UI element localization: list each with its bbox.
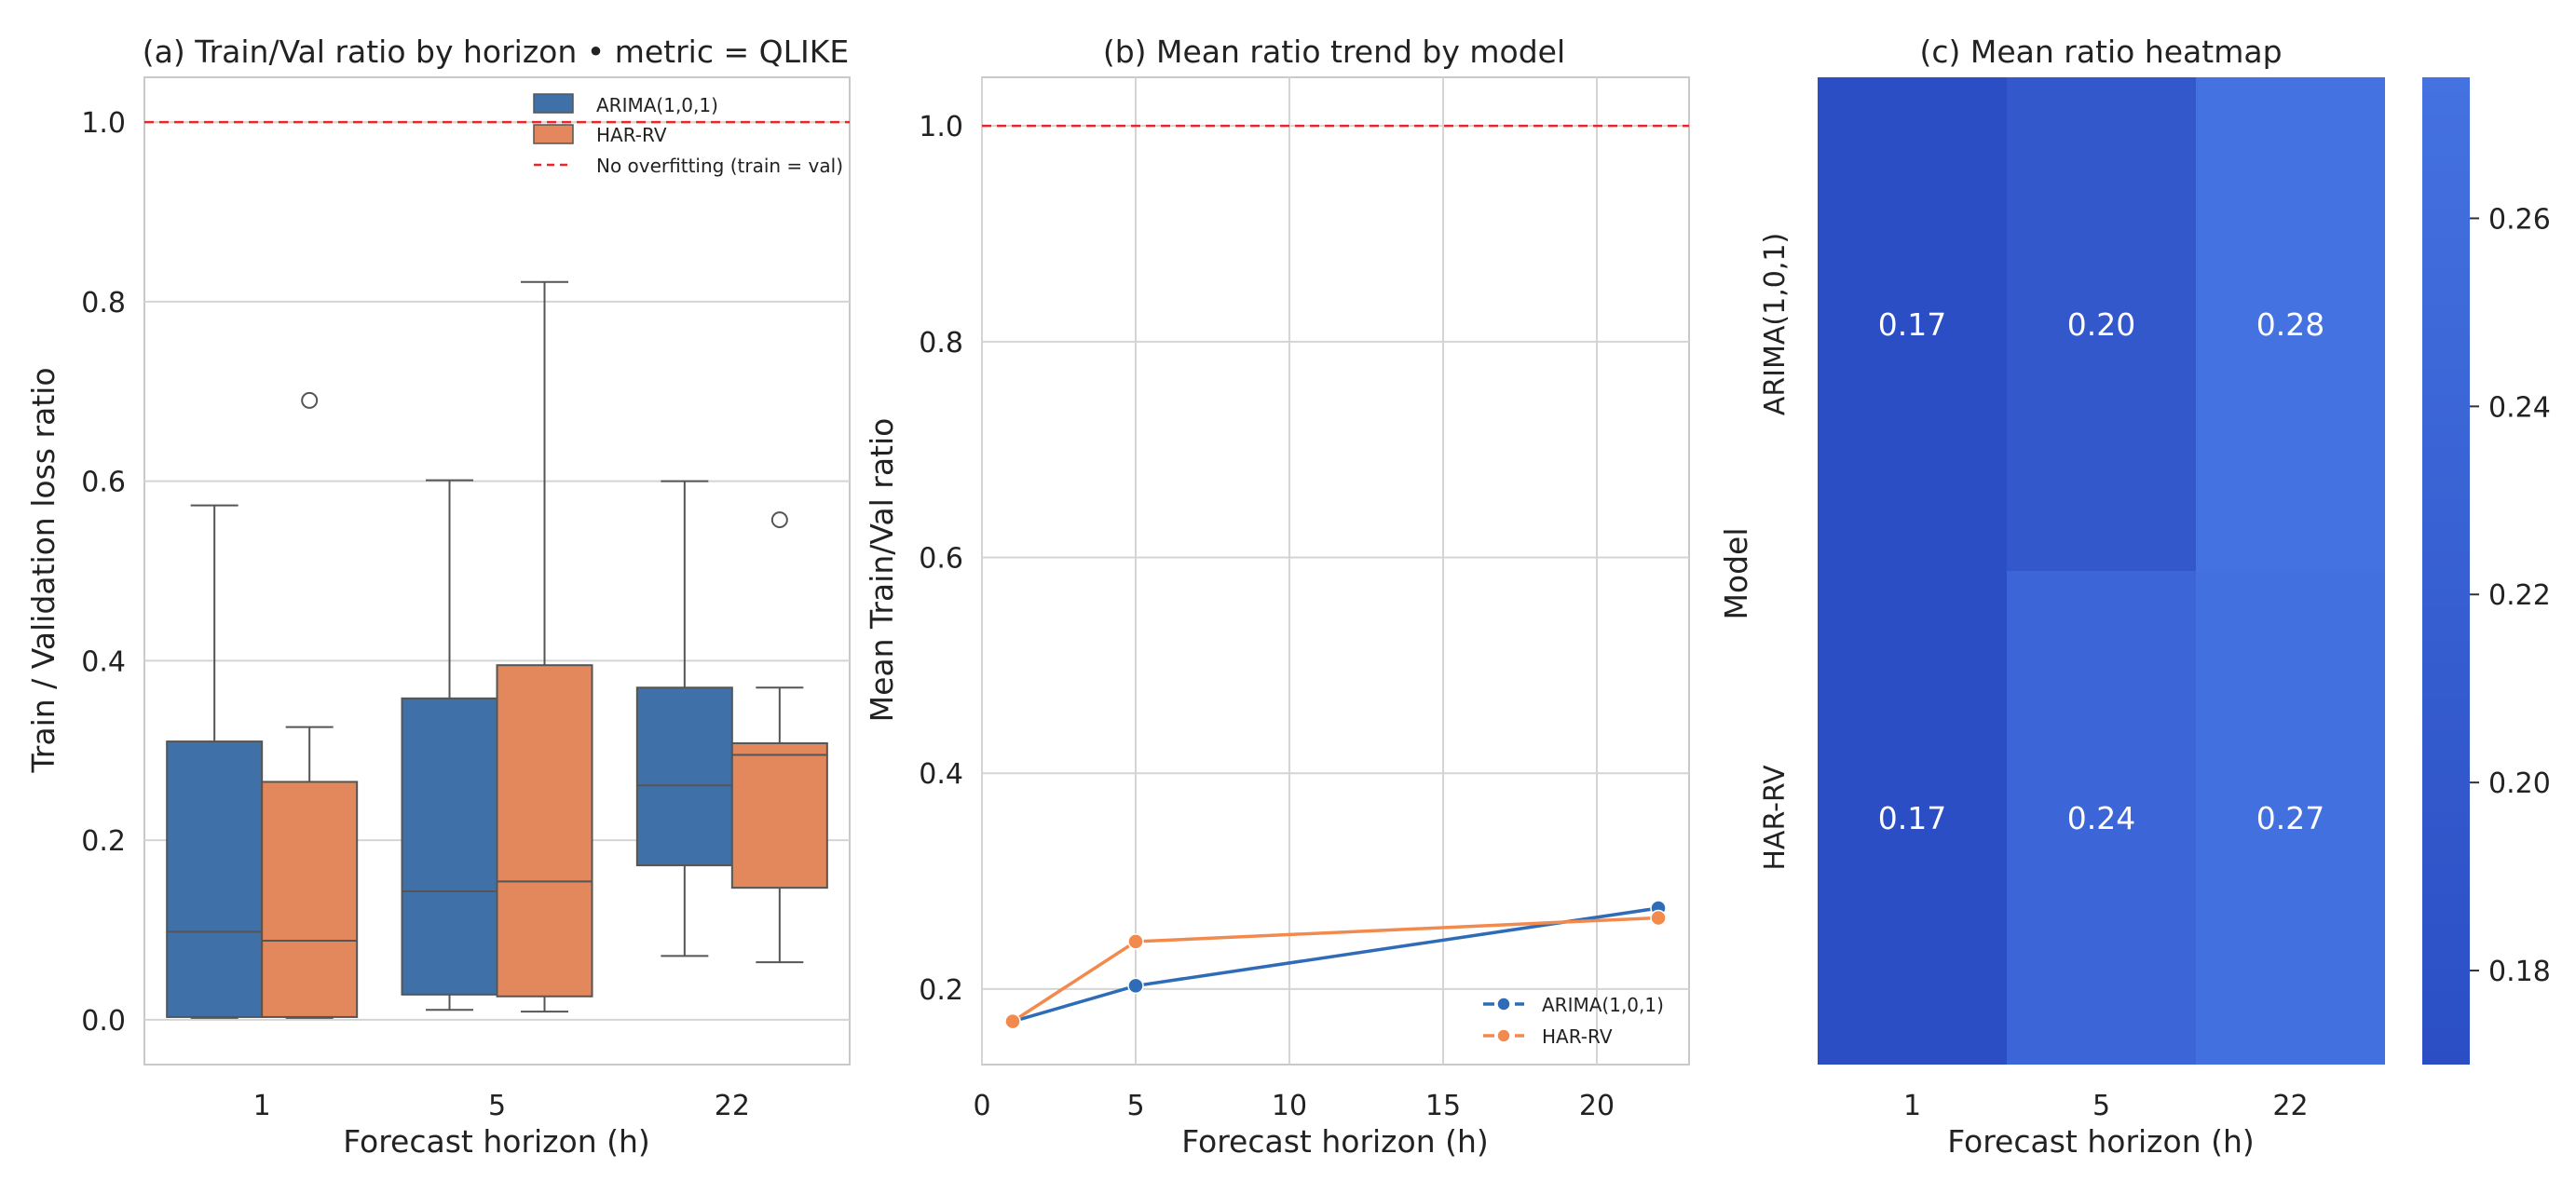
panel-a-title: (a) Train/Val ratio by horizon • metric …	[143, 34, 849, 70]
heatmap-cell	[2007, 77, 2196, 571]
box-iqr	[261, 781, 359, 1018]
box-har	[730, 511, 828, 964]
heatmap-cell	[2196, 77, 2385, 571]
panel-b-plot-area	[981, 76, 1690, 1066]
x-tick-label: 1	[253, 1090, 271, 1122]
y-tick-label: 1.0	[919, 111, 963, 143]
x-tick-label: 5	[1126, 1090, 1144, 1122]
legend-swatch-arima	[533, 93, 574, 114]
panel-b-series	[1004, 900, 1667, 1030]
panel-a-x-ticks: 1 5 22	[253, 1090, 750, 1122]
heatmap-cell-label: 0.17	[1878, 800, 1946, 836]
x-tick-label: 10	[1272, 1090, 1307, 1122]
heatmap-cell	[1818, 77, 2007, 571]
y-tick-label: HAR-RV	[1759, 765, 1792, 871]
x-tick-label: 22	[715, 1090, 750, 1122]
panel-c-heatmap: (c) Mean ratio heatmap 0.17 0.20 0.280.17 0…	[1718, 34, 2551, 1160]
x-tick-label: 22	[2272, 1090, 2308, 1122]
legend-label-reference: No overfitting (train = val)	[596, 155, 843, 177]
x-tick-label: 5	[488, 1090, 506, 1122]
box-iqr	[635, 686, 733, 867]
legend-swatch-har	[533, 124, 574, 144]
box-arima	[635, 480, 733, 957]
colorbar-tick-label: 0.24	[2488, 391, 2551, 424]
panel-b-x-ticks: 0 5 10 15 20	[973, 1090, 1615, 1122]
box-iqr	[166, 740, 264, 1018]
box-iqr	[496, 664, 593, 998]
panel-a-boxplot: (a) Train/Val ratio by horizon • metric …	[25, 34, 851, 1160]
panel-b-title: (b) Mean ratio trend by model	[1103, 34, 1565, 70]
panel-c-ylabel: Model	[1718, 527, 1754, 619]
panel-c-cells: 0.17 0.20 0.28 0.17 0.24 0.27	[1818, 77, 2385, 1065]
panel-b-y-ticks: 0.2 0.4 0.6 0.8 1.0	[919, 111, 963, 1007]
y-tick-label: 0.2	[81, 825, 126, 858]
colorbar	[2422, 77, 2470, 1065]
series-point-har	[1004, 1012, 1021, 1030]
heatmap-cell	[2007, 571, 2196, 1065]
panel-c-title: (c) Mean ratio heatmap	[1919, 34, 2282, 70]
heatmap-cell	[2196, 571, 2385, 1065]
colorbar-tick-label: 0.18	[2488, 956, 2551, 988]
panel-a-boxes	[166, 280, 828, 1019]
series-point-har	[1650, 909, 1667, 927]
panel-c-x-ticks: 1 5 22	[1903, 1090, 2309, 1122]
legend-label-har: HAR-RV	[596, 124, 667, 146]
panel-a-xlabel: Forecast horizon (h)	[343, 1123, 650, 1160]
panel-b-legend: ARIMA(1,0,1) HAR-RV	[1483, 994, 1664, 1048]
panel-b-xlabel: Forecast horizon (h)	[1181, 1123, 1489, 1160]
heatmap-cell	[1818, 571, 2007, 1065]
box-har	[496, 280, 593, 1013]
colorbar-ticks: 0.18 0.20 0.22 0.24 0.26	[2470, 203, 2551, 988]
legend-label-arima-b: ARIMA(1,0,1)	[1542, 994, 1664, 1016]
box-arima	[166, 504, 264, 1019]
y-tick-label: 0.8	[81, 287, 126, 319]
heatmap-cell-label: 0.24	[2067, 800, 2135, 836]
panel-c-y-ticks: ARIMA(1,0,1) HAR-RV	[1759, 233, 1792, 871]
x-tick-label: 15	[1425, 1090, 1461, 1122]
y-tick-label: 0.6	[81, 467, 126, 499]
box-arima	[401, 479, 498, 1011]
panel-a-y-ticks: 0.0 0.2 0.4 0.6 0.8 1.0	[81, 107, 126, 1038]
colorbar-tick-label: 0.26	[2488, 203, 2551, 236]
y-tick-label: 1.0	[81, 107, 126, 140]
heatmap-cell-label: 0.27	[2256, 800, 2324, 836]
colorbar-tick-label: 0.20	[2488, 767, 2551, 800]
legend-marker-har	[1496, 1028, 1511, 1043]
x-tick-label: 20	[1579, 1090, 1615, 1122]
y-tick-label: 0.0	[81, 1005, 126, 1038]
y-tick-label: 0.6	[919, 543, 963, 576]
panel-b-gridlines	[981, 77, 1689, 1065]
heatmap-cell-label: 0.20	[2067, 306, 2135, 343]
x-tick-label: 1	[1903, 1090, 1921, 1122]
box-har	[261, 391, 359, 1019]
panel-a-legend: ARIMA(1,0,1) HAR-RV No overfitting (trai…	[533, 93, 843, 177]
series-point-har	[1127, 933, 1144, 950]
box-iqr	[401, 697, 498, 996]
box-outlier	[301, 391, 319, 409]
y-tick-label: 0.4	[81, 645, 126, 678]
y-tick-label: 0.4	[919, 758, 963, 791]
panel-b-ylabel: Mean Train/Val ratio	[864, 418, 900, 723]
colorbar-tick-label: 0.22	[2488, 579, 2551, 612]
x-tick-label: 5	[2092, 1090, 2110, 1122]
panel-a-ylabel: Train / Validation loss ratio	[25, 367, 61, 773]
y-tick-label: ARIMA(1,0,1)	[1759, 233, 1792, 415]
y-tick-label: 0.2	[919, 974, 963, 1007]
box-iqr	[730, 742, 828, 889]
heatmap-cell-label: 0.17	[1878, 306, 1946, 343]
x-tick-label: 0	[973, 1090, 990, 1122]
series-point-arima	[1127, 977, 1144, 995]
box-outlier	[770, 511, 788, 529]
panel-c-xlabel: Forecast horizon (h)	[1947, 1123, 2255, 1160]
legend-label-har-b: HAR-RV	[1542, 1025, 1613, 1048]
heatmap-cell-label: 0.28	[2256, 306, 2324, 343]
legend-label-arima: ARIMA(1,0,1)	[596, 94, 718, 116]
legend-marker-arima	[1496, 997, 1511, 1011]
panel-b-line-chart: (b) Mean ratio trend by model 0.20.40.60…	[864, 34, 1690, 1160]
y-tick-label: 0.8	[919, 327, 963, 360]
